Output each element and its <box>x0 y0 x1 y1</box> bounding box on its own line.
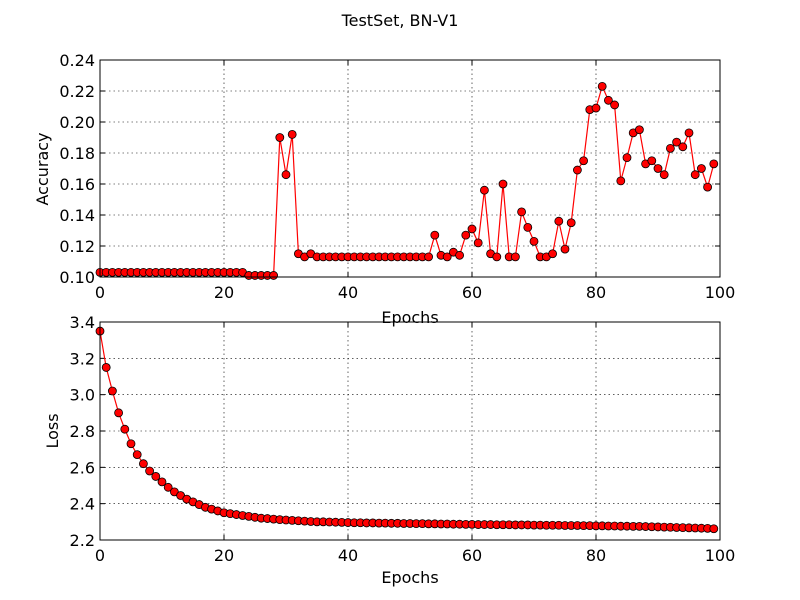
accuracy-data-point <box>511 252 520 262</box>
accuracy-y-tick-label: 0.18 <box>59 144 95 163</box>
loss-grid <box>99 321 721 541</box>
accuracy-data-point <box>616 176 626 186</box>
accuracy-data-point <box>573 165 582 175</box>
accuracy-data-point <box>442 252 452 262</box>
loss-data-point <box>145 466 155 476</box>
accuracy-data-point <box>635 125 644 135</box>
loss-data-point <box>709 524 719 534</box>
accuracy-x-axis-label: Epochs <box>381 308 438 327</box>
accuracy-y-axis-label: Accuracy <box>33 132 52 205</box>
loss-y-tick-label: 2.2 <box>70 531 95 550</box>
loss-data-point <box>138 459 148 469</box>
accuracy-data-point <box>703 182 712 192</box>
accuracy-data-point <box>492 252 502 262</box>
accuracy-grid <box>99 59 721 278</box>
accuracy-y-tick-label: 0.14 <box>59 206 95 225</box>
loss-data-point <box>120 424 130 434</box>
accuracy-data-point <box>473 238 483 248</box>
loss-plot-frame <box>99 321 721 541</box>
loss-y-axis-label: Loss <box>43 413 62 448</box>
accuracy-data-point <box>548 249 557 259</box>
loss-x-tick-label: 100 <box>705 546 736 565</box>
accuracy-plot-frame <box>99 59 721 278</box>
accuracy-x-tick-label: 60 <box>462 283 482 302</box>
accuracy-data-point <box>659 170 669 180</box>
accuracy-x-tick-label: 20 <box>214 283 234 302</box>
accuracy-data-point <box>697 164 706 173</box>
accuracy-data-point <box>467 224 477 234</box>
accuracy-data-point <box>523 222 533 232</box>
accuracy-data-point <box>591 103 601 113</box>
loss-x-tick-label: 40 <box>338 546 358 565</box>
accuracy-x-tick-label: 100 <box>705 283 736 302</box>
accuracy-data-point <box>666 143 675 153</box>
loss-y-tick-label: 2.4 <box>70 495 95 514</box>
accuracy-data-point <box>455 250 465 260</box>
accuracy-data-point <box>610 100 619 110</box>
accuracy-data-point <box>554 216 564 226</box>
accuracy-data-point <box>275 133 285 142</box>
accuracy-y-tick-label: 0.20 <box>59 113 95 132</box>
accuracy-data-point <box>430 230 440 240</box>
accuracy-x-tick-label: 80 <box>586 283 606 302</box>
loss-x-tick-label: 20 <box>214 546 234 565</box>
loss-x-axis-label: Epochs <box>381 568 438 587</box>
loss-x-tick-label: 80 <box>586 546 606 565</box>
loss-data-point <box>132 450 142 460</box>
accuracy-data-point <box>281 170 291 180</box>
accuracy-data-point <box>647 156 657 166</box>
accuracy-y-tick-label: 0.24 <box>59 51 95 70</box>
loss-data-point <box>108 386 117 396</box>
accuracy-y-tick-label: 0.16 <box>59 175 95 194</box>
accuracy-data-point <box>604 95 613 105</box>
accuracy-data-point <box>461 230 471 240</box>
accuracy-x-tick-label: 0 <box>95 283 105 302</box>
loss-data-point <box>101 363 111 372</box>
accuracy-data-point <box>479 185 489 195</box>
accuracy-y-tick-label: 0.10 <box>59 268 95 287</box>
accuracy-data-point <box>560 244 570 254</box>
accuracy-data-point <box>690 170 700 180</box>
loss-data-point <box>114 408 123 418</box>
loss-series <box>95 326 719 534</box>
accuracy-data-point <box>622 153 632 163</box>
loss-y-tick-label: 3.0 <box>70 386 95 405</box>
accuracy-y-tick-label: 0.12 <box>59 237 95 256</box>
accuracy-x-tick-label: 40 <box>338 283 358 302</box>
accuracy-y-tick-label: 0.22 <box>59 82 95 101</box>
loss-y-tick-label: 2.8 <box>70 422 95 441</box>
accuracy-data-point <box>269 271 279 280</box>
figure-title: TestSet, BN-V1 <box>341 11 459 30</box>
loss-y-tick-label: 2.6 <box>70 458 95 477</box>
loss-data-point <box>157 477 167 487</box>
accuracy-data-point <box>566 218 576 228</box>
accuracy-data-point <box>709 159 719 169</box>
accuracy-chart: Epochs Accuracy 0 20 40 60 80 100 0.10 0.12 0.14… <box>33 51 735 327</box>
loss-data-point <box>151 472 161 481</box>
loss-x-tick-label: 60 <box>462 546 482 565</box>
accuracy-data-point <box>287 129 297 139</box>
loss-x-tick-label: 0 <box>95 546 105 565</box>
accuracy-data-point <box>579 156 588 166</box>
loss-data-point <box>126 439 136 449</box>
accuracy-series <box>95 81 719 280</box>
accuracy-data-point <box>529 236 539 246</box>
accuracy-data-point <box>424 252 434 262</box>
accuracy-data-point <box>517 207 526 217</box>
accuracy-data-point <box>684 128 694 138</box>
loss-data-point <box>163 482 173 492</box>
accuracy-data-point <box>678 142 688 152</box>
loss-y-tick-label: 3.2 <box>70 349 95 368</box>
accuracy-data-point <box>498 179 508 189</box>
accuracy-data-point <box>672 137 681 147</box>
accuracy-data-point <box>597 81 607 91</box>
accuracy-data-point <box>653 164 663 173</box>
loss-y-tick-label: 3.4 <box>70 313 95 332</box>
loss-chart: Epochs Loss 0 20 40 60 80 100 2.2 2.4 2.6 2.8 3.0 3… <box>43 313 735 587</box>
